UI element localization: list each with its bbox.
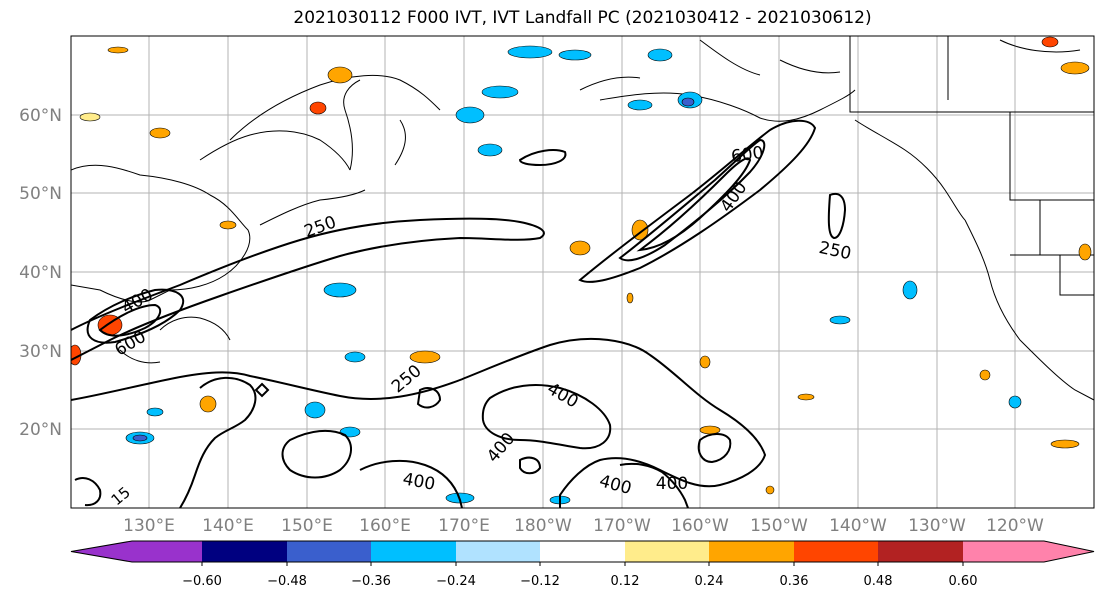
- map-title: 2021030112 F000 IVT, IVT Landfall PC (20…: [293, 8, 872, 28]
- lon-label: 140°W: [829, 516, 887, 536]
- lon-label: 170°W: [593, 516, 651, 536]
- lat-label: 50°N: [19, 184, 62, 204]
- lon-label: 130°W: [908, 516, 966, 536]
- colorbar-tick-label: 0.12: [611, 574, 640, 589]
- lat-label: 40°N: [19, 263, 62, 283]
- lon-label: 130°E: [123, 516, 175, 536]
- contour-label: 250: [817, 238, 853, 264]
- lon-label: 160°W: [671, 516, 729, 536]
- colorbar-segment: [878, 541, 963, 562]
- colorbar-tick-label: −0.24: [436, 574, 476, 589]
- lon-label: 170°E: [438, 516, 490, 536]
- map-content: 250 600 400 250 400 600 250 400 400 400 …: [71, 36, 1094, 509]
- contour-label: 400: [483, 429, 519, 467]
- colorbar-segment: [371, 541, 456, 562]
- colorbar-outline: [70, 540, 1095, 563]
- lat-label: 30°N: [19, 342, 62, 362]
- lon-label: 150°E: [281, 516, 333, 536]
- latitude-labels: 60°N 50°N 40°N 30°N 20°N: [19, 106, 62, 440]
- colorbar-tick-label: −0.36: [351, 574, 391, 589]
- colorbar-segment: [794, 541, 878, 562]
- contour-label: 400: [716, 178, 751, 216]
- pc-shading: [71, 36, 1092, 505]
- colorbar-tick-label: −0.60: [182, 574, 222, 589]
- colorbar-segment: [202, 541, 287, 562]
- colorbar-ticks: −0.60 −0.48 −0.36 −0.24 −0.12 0.12 0.24 …: [182, 574, 977, 589]
- lat-label: 20°N: [19, 420, 62, 440]
- contour-label: 400: [401, 469, 436, 494]
- contour-label: 400: [543, 379, 581, 413]
- colorbar-segment: [963, 541, 1094, 562]
- coastlines: [71, 36, 1094, 401]
- longitude-labels: 130°E 140°E 150°E 160°E 170°E 180°W 170°…: [123, 516, 1044, 536]
- colorbar: [70, 540, 1095, 566]
- colorbar-segment: [71, 541, 202, 562]
- lon-label: 180°W: [514, 516, 572, 536]
- colorbar-segment: [709, 541, 794, 562]
- lon-label: 120°W: [986, 516, 1044, 536]
- plot-frame: [70, 35, 1095, 509]
- contour-label: 400: [597, 471, 634, 499]
- contour-label: 15: [108, 483, 134, 509]
- contour-label: 600: [730, 143, 765, 167]
- lat-label: 60°N: [19, 106, 62, 126]
- lon-label: 150°W: [750, 516, 808, 536]
- colorbar-segment: [625, 541, 709, 562]
- colorbar-tick-label: −0.12: [520, 574, 560, 589]
- gridlines: [71, 36, 1094, 508]
- lon-label: 140°E: [202, 516, 254, 536]
- colorbar-segment: [456, 541, 540, 562]
- contour-label: 400: [656, 474, 688, 494]
- colorbar-tick-label: 0.24: [695, 574, 724, 589]
- colorbar-segment: [287, 541, 371, 562]
- colorbar-tick-label: 0.36: [780, 574, 809, 589]
- colorbar-tick-label: −0.48: [267, 574, 307, 589]
- colorbar-tick-label: 0.48: [864, 574, 893, 589]
- colorbar-tick-label: 0.60: [949, 574, 978, 589]
- colorbar-segment: [540, 541, 625, 562]
- ivt-contours: [71, 119, 847, 508]
- lon-label: 160°E: [359, 516, 411, 536]
- contour-labels: 250 600 400 250 400 600 250 400 400 400 …: [108, 143, 853, 509]
